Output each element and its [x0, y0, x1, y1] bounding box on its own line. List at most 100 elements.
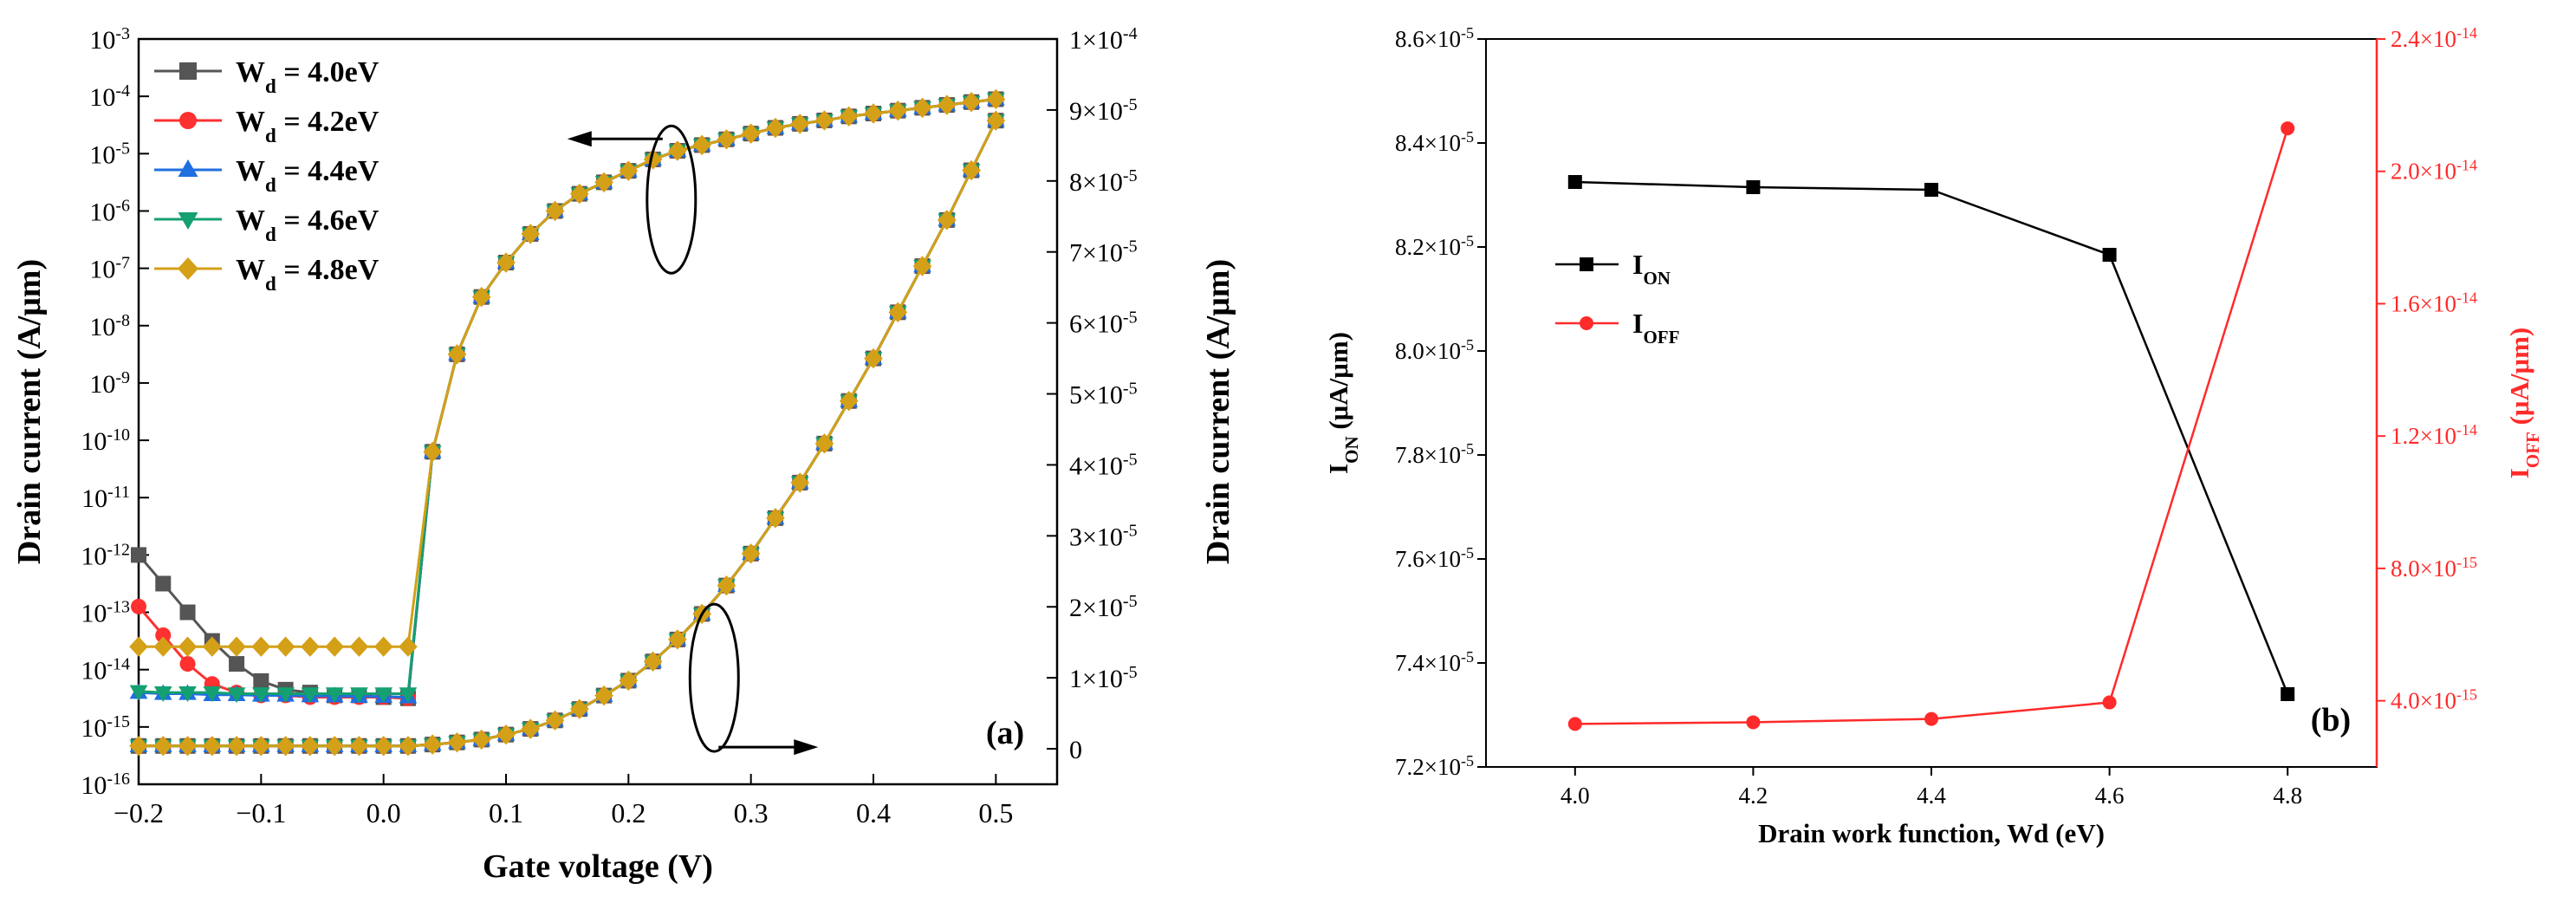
- data-point: [1746, 180, 1760, 194]
- data-point: [2281, 687, 2294, 701]
- legend-label: ION: [1632, 249, 1671, 289]
- panel-b-right-tick-labels: 4.0×10-158.0×10-151.2×10-141.6×10-142.0×…: [2391, 24, 2477, 714]
- y-left-tick-label: 10-5: [89, 139, 130, 169]
- legend-item: Wd = 4.2eV: [154, 106, 380, 146]
- legend-marker: [179, 62, 197, 80]
- y-left-tick-label: 8.4×10-5: [1395, 128, 1474, 156]
- panel-b-ylabel-right: IOFF (μA/μm): [2504, 328, 2543, 478]
- y-right-tick-label: 9×10-5: [1069, 95, 1138, 126]
- data-point: [227, 637, 246, 657]
- y-right-tick-label: 8×10-5: [1069, 166, 1138, 197]
- x-tick-label: 0.0: [367, 797, 401, 828]
- legend-marker: [178, 257, 198, 280]
- x-tick-label: 0.4: [856, 797, 891, 828]
- panel-b-frame: [1486, 39, 2377, 767]
- y-right-tick-label: 8.0×10-15: [2391, 554, 2477, 581]
- legend-item: Wd = 4.0eV: [154, 56, 380, 97]
- y-left-tick-label: 10-6: [89, 196, 130, 226]
- series--4.8eV: [129, 89, 1005, 757]
- panel-b: 7.2×10-57.4×10-57.6×10-57.8×10-58.0×10-5…: [1323, 24, 2543, 848]
- y-right-tick-label: 2.4×10-14: [2391, 24, 2477, 52]
- data-point: [2281, 121, 2294, 135]
- series-line: [1575, 128, 2287, 724]
- legend-label: Wd = 4.6eV: [236, 205, 380, 245]
- data-point: [155, 575, 171, 591]
- x-tick-label: 4.4: [1917, 783, 1946, 809]
- series-linear-line: [139, 120, 996, 746]
- series-linear-line: [139, 120, 996, 746]
- panel-b-left-tick-labels: 7.2×10-57.4×10-57.6×10-57.8×10-58.0×10-5…: [1395, 24, 1474, 780]
- legend-item: ION: [1555, 249, 1671, 289]
- y-left-tick-label: 10-13: [81, 598, 130, 628]
- y-left-tick-label: 7.2×10-5: [1395, 752, 1474, 780]
- y-right-tick-label: 2.0×10-14: [2391, 157, 2477, 185]
- figure: 10-310-410-510-610-710-810-910-1010-1110…: [0, 0, 2576, 903]
- data-point: [301, 637, 320, 657]
- y-left-tick-label: 8.6×10-5: [1395, 24, 1474, 52]
- y-right-tick-label: 4.0×10-15: [2391, 686, 2477, 714]
- y-left-tick-label: 10-4: [89, 81, 130, 112]
- data-point: [1746, 715, 1760, 729]
- y-left-tick-label: 7.8×10-5: [1395, 440, 1474, 468]
- panel-a-ylabel-right: Drain current (A/μm): [1200, 259, 1236, 564]
- legend-item: Wd = 4.6eV: [154, 205, 380, 245]
- y-left-tick-label: 8.0×10-5: [1395, 336, 1474, 364]
- x-tick-label: 0.5: [978, 797, 1013, 828]
- y-right-tick-label: 6×10-5: [1069, 309, 1138, 339]
- x-tick-label: 0.1: [489, 797, 523, 828]
- y-left-tick-label: 10-8: [89, 311, 130, 341]
- y-right-tick-label: 3×10-5: [1069, 521, 1138, 551]
- x-tick-label: 4.2: [1739, 783, 1768, 809]
- data-point: [1568, 717, 1582, 731]
- data-point: [131, 547, 146, 562]
- legend-marker: [178, 159, 198, 177]
- x-tick-label: 0.3: [734, 797, 769, 828]
- panel-b-x-tick-labels: 4.0 4.2 4.4 4.6 4.8: [1561, 783, 2302, 809]
- x-tick-label: −0.2: [114, 797, 164, 828]
- panel-b-series: [1568, 121, 2294, 731]
- panel-a-right-tick-labels: 01×10-52×10-53×10-54×10-55×10-56×10-57×1…: [1069, 24, 1138, 764]
- x-tick-label: 4.0: [1561, 783, 1590, 809]
- x-tick-label: −0.1: [236, 797, 286, 828]
- y-left-tick-label: 10-10: [81, 426, 130, 456]
- panel-a-xlabel: Gate voltage (V): [483, 848, 713, 885]
- panel-b-xlabel: Drain work function, Wd (eV): [1758, 818, 2105, 848]
- panel-a-label: (a): [986, 715, 1024, 751]
- data-point: [374, 637, 393, 657]
- series-IOFF: [1568, 121, 2294, 731]
- data-point: [252, 637, 271, 657]
- y-left-tick-label: 10-3: [89, 24, 130, 55]
- legend-item: IOFF: [1555, 308, 1679, 348]
- data-point: [1924, 712, 1938, 726]
- y-left-tick-label: 8.2×10-5: [1395, 232, 1474, 260]
- panel-b-label: (b): [2311, 702, 2351, 738]
- panel-b-ticks: [1477, 39, 2385, 776]
- panel-a-annotations: [568, 126, 818, 755]
- data-point: [180, 605, 196, 620]
- y-right-tick-label: 1.2×10-14: [2391, 421, 2477, 449]
- panel-a-ticks: [139, 39, 1057, 784]
- x-tick-label: 0.2: [611, 797, 646, 828]
- panel-a-frame: [139, 39, 1057, 784]
- data-point: [1924, 183, 1938, 197]
- data-point: [1568, 175, 1582, 189]
- x-tick-label: 4.6: [2095, 783, 2125, 809]
- legend-label: Wd = 4.8eV: [236, 254, 380, 295]
- y-right-tick-label: 5×10-5: [1069, 380, 1138, 410]
- legend-marker: [179, 112, 197, 129]
- series-line: [1575, 182, 2287, 694]
- data-point: [178, 637, 198, 657]
- y-left-tick-label: 10-9: [89, 368, 130, 399]
- legend-label: IOFF: [1632, 308, 1679, 348]
- data-point: [276, 637, 295, 657]
- series-linear-line: [139, 120, 996, 746]
- annotation-ellipse: [690, 604, 738, 751]
- data-point: [229, 656, 244, 672]
- legend-label: Wd = 4.4eV: [236, 155, 380, 196]
- data-point: [129, 637, 148, 657]
- y-left-tick-label: 10-15: [81, 712, 130, 743]
- y-left-tick-label: 10-12: [81, 540, 130, 570]
- y-left-tick-label: 7.6×10-5: [1395, 544, 1474, 572]
- panel-b-ylabel-left: ION (μA/μm): [1323, 332, 1362, 474]
- data-point: [180, 656, 196, 672]
